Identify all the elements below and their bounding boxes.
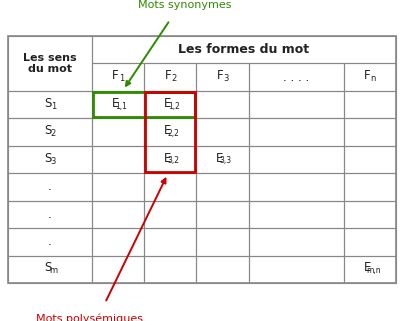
Text: 3,2: 3,2: [168, 157, 180, 166]
Bar: [92, 173, 144, 201]
Bar: [248, 228, 344, 256]
Text: E: E: [216, 152, 223, 164]
Text: . . . .: . . . .: [283, 71, 309, 84]
Bar: [344, 256, 396, 283]
Bar: [144, 118, 196, 146]
Bar: [196, 118, 248, 146]
Bar: [196, 256, 248, 283]
Bar: [8, 36, 396, 283]
Text: F: F: [164, 69, 171, 82]
Bar: [8, 256, 92, 283]
Text: E: E: [364, 261, 371, 274]
Bar: [248, 256, 344, 283]
Bar: [8, 36, 92, 91]
Bar: [144, 146, 196, 173]
Text: n: n: [371, 74, 376, 83]
Bar: [8, 173, 92, 201]
Bar: [196, 64, 248, 91]
Bar: [344, 91, 396, 118]
Text: .: .: [48, 180, 52, 194]
Bar: [92, 228, 144, 256]
Text: m: m: [49, 266, 57, 275]
Text: E: E: [112, 97, 119, 109]
Text: .: .: [48, 208, 52, 221]
Text: S: S: [44, 152, 51, 164]
Bar: [8, 118, 92, 146]
Text: S: S: [44, 97, 51, 109]
Bar: [92, 256, 144, 283]
Text: Les formes du mot: Les formes du mot: [179, 43, 309, 56]
Text: Mots polysémiques: Mots polysémiques: [36, 313, 143, 321]
Bar: [196, 146, 248, 173]
Text: Mots synonymes: Mots synonymes: [138, 0, 232, 10]
Bar: [92, 64, 144, 91]
Bar: [248, 173, 344, 201]
Text: F: F: [217, 69, 223, 82]
Text: 1,1: 1,1: [116, 102, 128, 111]
Bar: [144, 91, 196, 118]
Text: 3: 3: [223, 74, 229, 83]
Text: 1: 1: [51, 102, 56, 111]
Text: 2: 2: [171, 74, 177, 83]
Bar: [8, 201, 92, 228]
Bar: [344, 173, 396, 201]
Bar: [248, 201, 344, 228]
Bar: [8, 91, 92, 118]
Bar: [8, 228, 92, 256]
Bar: [196, 91, 248, 118]
Text: E: E: [164, 152, 171, 164]
Bar: [92, 91, 144, 118]
Text: 1,2: 1,2: [168, 102, 180, 111]
Text: m,n: m,n: [366, 266, 381, 275]
Bar: [344, 118, 396, 146]
Bar: [344, 228, 396, 256]
Bar: [92, 201, 144, 228]
Text: E: E: [164, 97, 171, 109]
Bar: [344, 146, 396, 173]
Text: 1: 1: [119, 74, 124, 83]
Text: F: F: [364, 69, 371, 82]
Bar: [145, 92, 195, 172]
Text: 2,2: 2,2: [168, 129, 180, 138]
Text: F: F: [112, 69, 119, 82]
Text: 2: 2: [51, 129, 56, 138]
Bar: [92, 146, 144, 173]
Text: 3,3: 3,3: [220, 157, 232, 166]
Bar: [144, 64, 196, 91]
Bar: [196, 173, 248, 201]
Bar: [144, 256, 196, 283]
Bar: [144, 173, 196, 201]
Bar: [8, 146, 92, 173]
Bar: [144, 228, 196, 256]
Bar: [196, 201, 248, 228]
Bar: [344, 64, 396, 91]
Text: .: .: [48, 235, 52, 248]
Text: 3: 3: [51, 157, 56, 166]
Bar: [144, 201, 196, 228]
Bar: [344, 201, 396, 228]
Bar: [196, 228, 248, 256]
Bar: [92, 36, 396, 64]
Bar: [248, 118, 344, 146]
Bar: [248, 146, 344, 173]
Text: S: S: [44, 261, 51, 274]
Text: S: S: [44, 124, 51, 137]
Text: Les sens
du mot: Les sens du mot: [23, 53, 77, 74]
Bar: [248, 91, 344, 118]
Bar: [248, 64, 344, 91]
Bar: [92, 118, 144, 146]
Text: E: E: [164, 124, 171, 137]
Bar: [93, 92, 195, 117]
